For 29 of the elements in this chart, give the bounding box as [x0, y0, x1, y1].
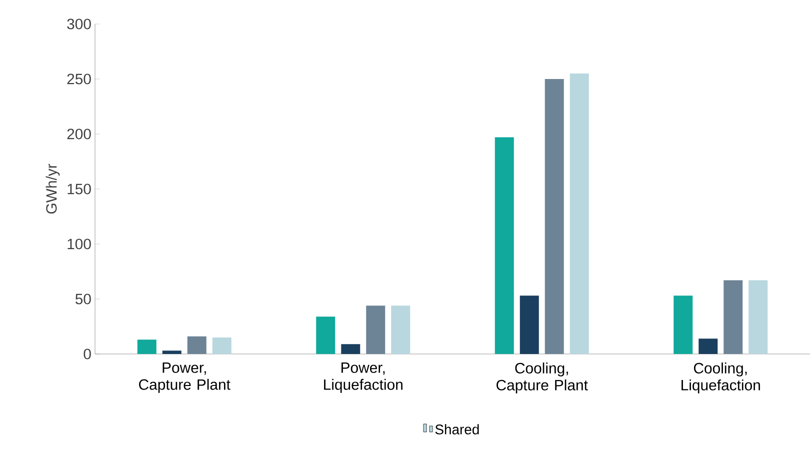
x-tick-label: Cooling, Capture Plant: [496, 362, 588, 394]
bar: [544, 78, 564, 354]
bar: [366, 306, 386, 354]
bar: [520, 296, 539, 354]
bar: [494, 137, 514, 354]
legend-label: Shared: [435, 424, 479, 434]
bar: [724, 280, 743, 354]
x-tick-label: Power, Liquefaction: [324, 362, 402, 393]
y-tick-label: 0: [84, 348, 91, 360]
bar: [187, 336, 206, 354]
x-tick-label: Power, Capture Plant: [139, 362, 230, 393]
bar: [137, 340, 156, 354]
bar: [212, 337, 232, 354]
y-tick-label: 100: [68, 238, 91, 250]
bar: [162, 350, 182, 354]
y-tick-label: 300: [67, 18, 91, 30]
y-tick-label: 150: [68, 184, 91, 194]
bar: [570, 73, 589, 354]
bar: [748, 280, 768, 354]
y-axis-title: GWh/yr: [46, 164, 60, 214]
bar: [341, 344, 360, 354]
bar: [698, 338, 718, 354]
y-tick-label: 200: [67, 128, 91, 140]
bar: [316, 316, 336, 354]
x-tick-label: Cooling, Liquefaction: [682, 362, 760, 394]
y-tick-label: 250: [67, 74, 91, 84]
bar: [391, 306, 410, 354]
y-tick-label: 50: [75, 294, 91, 304]
bar: [674, 296, 693, 354]
